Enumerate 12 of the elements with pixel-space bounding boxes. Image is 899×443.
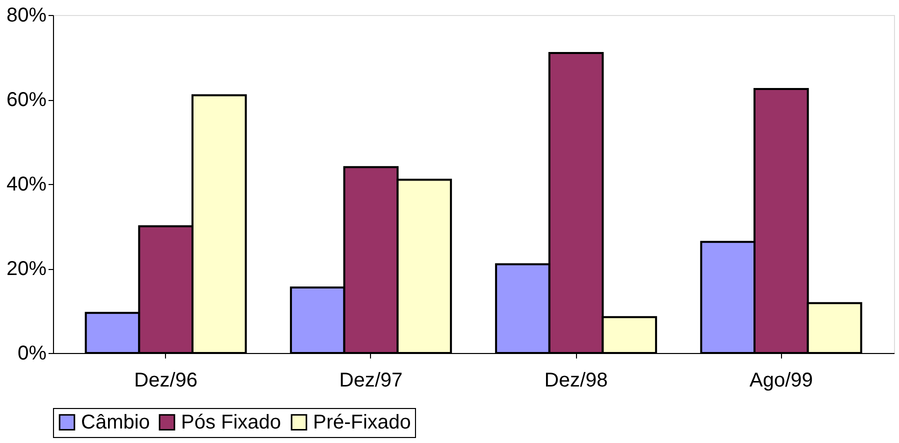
x-tick-label: Dez/97 xyxy=(339,370,403,392)
x-tick-label: Dez/98 xyxy=(544,370,608,392)
y-tick-label: 20% xyxy=(6,258,47,280)
x-tick-label: Dez/96 xyxy=(134,370,198,392)
y-tick-label: 0% xyxy=(18,342,47,364)
y-tick-label: 40% xyxy=(6,174,47,196)
legend-label: Câmbio xyxy=(81,411,150,434)
y-tick-label: 80% xyxy=(6,4,47,26)
x-tick-label: Ago/99 xyxy=(749,370,813,392)
y-tick-label: 60% xyxy=(6,89,47,111)
legend-label: Pós Fixado xyxy=(181,411,282,434)
legend-label: Pré-Fixado xyxy=(313,411,411,434)
